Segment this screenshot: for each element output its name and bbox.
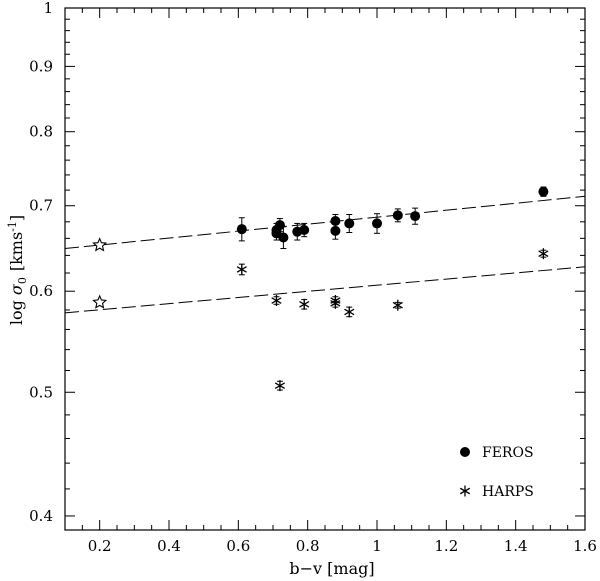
y-tick-label: 1 [43, 0, 53, 17]
reference-star [92, 294, 108, 309]
x-tick-label: 1 [372, 537, 382, 555]
fit-line [64, 266, 586, 314]
fit-line [64, 195, 586, 250]
harps-point [330, 297, 341, 309]
axis-ticks [64, 7, 586, 530]
y-tick-label: 0.7 [29, 197, 53, 215]
feros-point [236, 224, 247, 235]
y-axis-label-close: ] [7, 215, 26, 221]
y-tick-label: 0.9 [29, 57, 53, 75]
y-axis-label-sub: 0 [16, 277, 29, 284]
x-tick-label: 1.6 [573, 537, 597, 555]
harps-point [299, 298, 310, 310]
y-tick-label: 0.5 [29, 383, 53, 401]
y-tick-label: 0.4 [29, 507, 53, 525]
legend-feros-label: FEROS [482, 445, 534, 461]
feros-point [372, 218, 382, 229]
feros-point [344, 218, 355, 229]
feros-point [330, 215, 341, 226]
data-markers [92, 186, 549, 392]
harps-point [271, 295, 282, 307]
legend: FEROS HARPS [459, 445, 534, 500]
feros-point [538, 186, 549, 197]
x-tick-labels: 0.2 0.4 0.6 0.8 1 1.2 1.4 1.6 [88, 537, 597, 555]
y-axis-label-text: log [7, 300, 26, 325]
x-tick-label: 1.4 [504, 537, 528, 555]
x-tick-label: 0.4 [157, 537, 181, 555]
legend-feros-marker [460, 447, 470, 457]
y-tick-labels: 0.4 0.5 0.6 0.7 0.8 0.9 1 [29, 0, 53, 525]
harps-point [392, 299, 403, 311]
feros-point [410, 211, 421, 222]
x-tick-label: 0.6 [226, 537, 250, 555]
y-tick-label: 0.8 [29, 123, 53, 141]
x-axis-label: b−v [mag] [289, 559, 374, 578]
feros-point [330, 225, 341, 236]
y-axis-label: log σ0 [kms-1] [6, 215, 29, 325]
legend-harps-label: HARPS [482, 484, 534, 500]
legend-harps-asterisk [459, 485, 471, 497]
x-tick-label: 1.2 [434, 537, 458, 555]
fit-lines [64, 195, 586, 314]
y-axis-label-unit: [kms [7, 232, 26, 271]
feros-point [299, 225, 310, 236]
y-tick-label: 0.6 [29, 282, 53, 300]
x-tick-label: 0.2 [88, 537, 112, 555]
feros-point [274, 220, 285, 231]
legend-harps-marker [459, 485, 471, 497]
feros-point [278, 232, 289, 243]
harps-point [236, 263, 247, 275]
harps-point [274, 380, 286, 392]
y-axis-label-exp: -1 [6, 221, 19, 232]
x-tick-label: 0.8 [296, 537, 320, 555]
reference-star [92, 237, 108, 252]
y-axis-label-symbol: σ [7, 283, 26, 295]
harps-point [538, 248, 549, 260]
harps-point [344, 306, 355, 318]
error-bars [238, 186, 547, 391]
feros-point [392, 210, 403, 221]
